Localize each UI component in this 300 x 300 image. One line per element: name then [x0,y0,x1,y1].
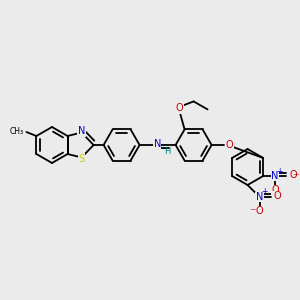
Text: O: O [256,206,263,216]
Text: O: O [176,103,183,113]
Text: O: O [272,185,279,195]
Text: O: O [274,191,281,201]
Text: N: N [154,139,161,149]
Text: +: + [276,167,282,176]
Text: +: + [261,188,268,196]
Text: ⁻: ⁻ [292,172,298,184]
Text: O: O [226,140,233,150]
Text: N: N [272,171,279,181]
Text: ⁻: ⁻ [249,206,256,220]
Text: CH₃: CH₃ [9,127,23,136]
Text: O: O [289,170,297,180]
Text: N: N [256,192,263,202]
Text: N: N [78,127,85,136]
Text: S: S [79,154,85,164]
Text: H: H [164,148,171,157]
